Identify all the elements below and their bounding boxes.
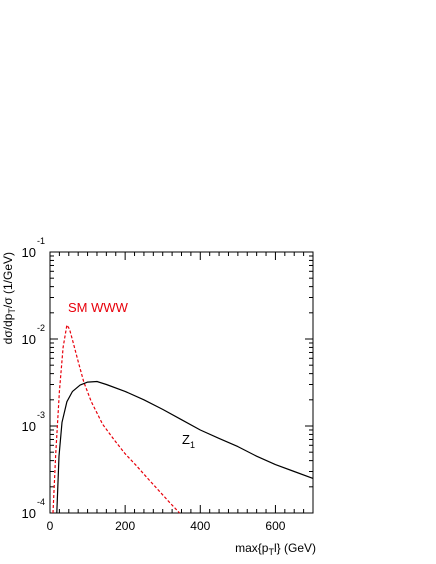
y-tick-label: 10 <box>22 506 36 521</box>
annotation-z1-sub: 1 <box>190 440 195 450</box>
x-label-l: l <box>274 541 277 555</box>
y-tick-exponent: -4 <box>37 497 45 507</box>
x-minor-ticks <box>58 252 314 513</box>
x-tick-label: 200 <box>115 519 135 533</box>
x-tick-label: 400 <box>190 519 210 533</box>
y-tick-exponent: -2 <box>37 323 45 333</box>
x-tick-label: 600 <box>265 519 285 533</box>
y-axis-label: dσ/dpT/σ (1/GeV) <box>1 252 17 344</box>
annotation-z1: Z1 <box>182 432 195 450</box>
y-label-rest: /σ (1/GeV) <box>1 252 15 308</box>
y-tick-label: 10 <box>22 332 36 347</box>
y-tick-label: 10 <box>22 419 36 434</box>
series-layer <box>52 324 314 514</box>
y-tick-exponent: -1 <box>37 236 45 246</box>
y-label-sub-t: T <box>7 308 17 314</box>
series-line-0 <box>52 324 181 514</box>
series-line-1 <box>56 380 314 514</box>
y-tick-label: 10 <box>22 245 36 260</box>
y-tick-exponent: -3 <box>37 410 45 420</box>
x-axis-ticks: 0 200 400 600 <box>47 252 286 533</box>
x-tick-label: 0 <box>47 519 54 533</box>
x-axis-label: max{pTl} (GeV) <box>235 541 316 557</box>
x-label-sub-t: T <box>268 547 274 557</box>
annotation-sm-www: SM WWW <box>68 300 129 315</box>
y-axis-ticks: 10-110-210-310-4 <box>22 236 313 521</box>
y-minor-ticks <box>50 255 313 488</box>
annotation-z1-base: Z <box>182 432 190 447</box>
